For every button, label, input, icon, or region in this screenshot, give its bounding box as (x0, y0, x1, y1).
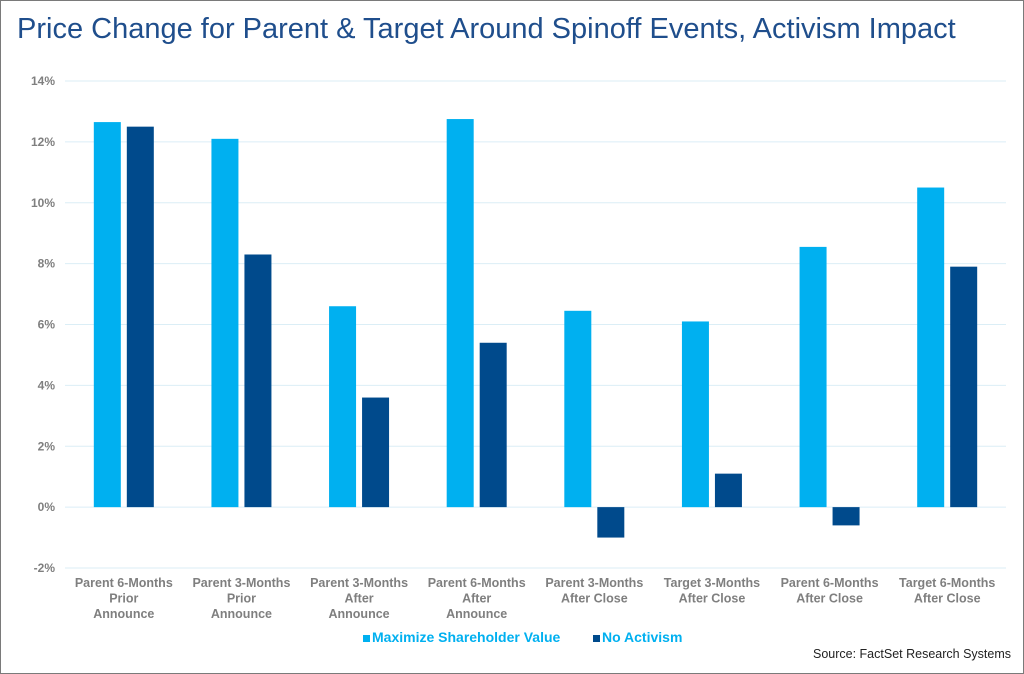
bar-no-activism (126, 126, 154, 508)
x-category-label: Parent 6-Months (428, 576, 526, 590)
bar-maximize-shareholder-value (211, 138, 239, 508)
y-tick-label: 2% (38, 439, 56, 453)
y-tick-label: 10% (31, 196, 55, 210)
x-category-label: Parent 6-Months (75, 576, 173, 590)
x-category-label: After Close (914, 592, 981, 606)
x-category-label: Announce (446, 607, 507, 621)
x-category-label: Target 3-Months (664, 576, 760, 590)
bar-no-activism (832, 507, 860, 526)
x-category-label: After Close (796, 592, 863, 606)
bar-maximize-shareholder-value (564, 310, 592, 508)
bar-no-activism (950, 266, 978, 508)
x-category-label: After (462, 592, 491, 606)
source-note: Source: FactSet Research Systems (813, 647, 1011, 661)
x-category-label: Parent 3-Months (545, 576, 643, 590)
bar-no-activism (714, 473, 742, 508)
bar-no-activism (244, 254, 272, 508)
bar-maximize-shareholder-value (446, 119, 474, 508)
bar-no-activism (362, 397, 390, 508)
x-category-label: Parent 3-Months (310, 576, 408, 590)
y-tick-label: 12% (31, 135, 55, 149)
x-category-label: After Close (561, 592, 628, 606)
bar-no-activism (597, 507, 625, 538)
x-category-label: Announce (329, 607, 390, 621)
bar-maximize-shareholder-value (93, 122, 121, 508)
bar-maximize-shareholder-value (799, 246, 827, 508)
y-tick-label: 4% (38, 378, 56, 392)
chart-title: Price Change for Parent & Target Around … (17, 13, 956, 45)
bar-maximize-shareholder-value (917, 187, 945, 508)
y-tick-label: 6% (38, 318, 56, 332)
x-category-label: After Close (679, 592, 746, 606)
legend-swatch (363, 635, 370, 642)
y-tick-label: 8% (38, 257, 56, 271)
bar-maximize-shareholder-value (681, 321, 709, 508)
x-category-label: Target 6-Months (899, 576, 995, 590)
bar-no-activism (479, 342, 507, 508)
x-category-label: Parent 6-Months (781, 576, 879, 590)
legend-label: Maximize Shareholder Value (372, 629, 561, 645)
x-category-label: Prior (109, 592, 138, 606)
x-category-label: After (344, 592, 373, 606)
x-category-label: Parent 3-Months (192, 576, 290, 590)
y-tick-label: 0% (38, 500, 56, 514)
y-tick-label: 14% (31, 74, 55, 88)
x-category-label: Announce (211, 607, 272, 621)
x-category-label: Prior (227, 592, 256, 606)
bar-maximize-shareholder-value (329, 306, 357, 508)
y-tick-label: -2% (34, 561, 56, 575)
x-category-label: Announce (93, 607, 154, 621)
legend-label: No Activism (602, 629, 682, 645)
legend-swatch (593, 635, 600, 642)
